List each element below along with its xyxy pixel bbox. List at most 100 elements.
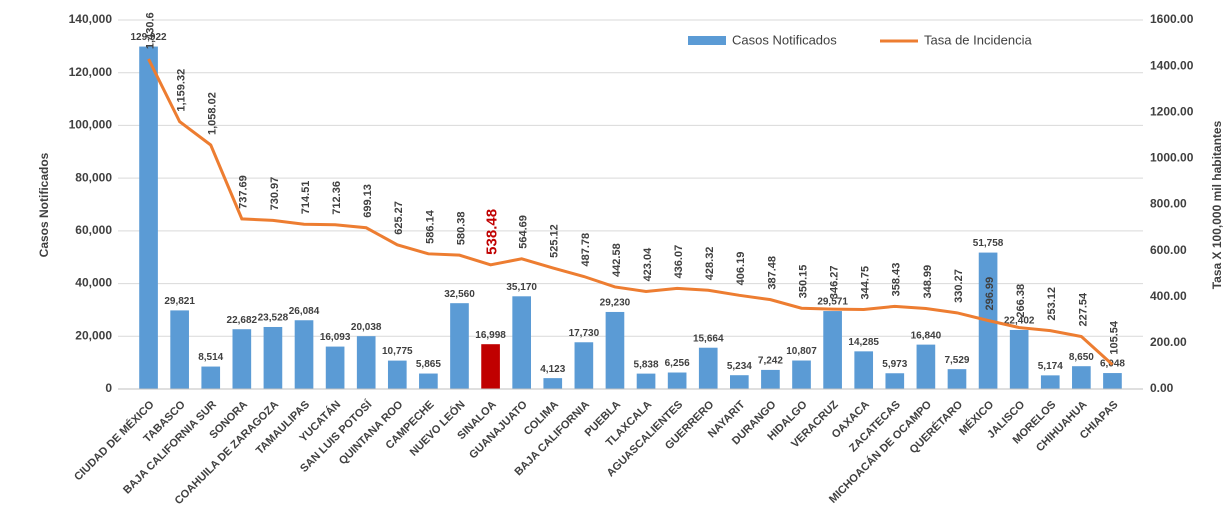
bar: [201, 366, 221, 389]
line-value-label: 344.75: [860, 266, 872, 300]
line-value-label: 699.13: [362, 184, 374, 218]
y-tick-label: 20,000: [75, 328, 112, 342]
bar-value-label: 35,170: [506, 282, 537, 293]
bar-value-label: 22,682: [227, 315, 258, 326]
bar-value-label: 10,775: [382, 346, 413, 357]
bar: [947, 369, 967, 389]
bar-value-label: 5,973: [882, 359, 907, 370]
bar-value-label: 29,230: [600, 298, 631, 309]
bar-value-label: 5,865: [416, 359, 441, 370]
bar: [636, 373, 656, 389]
line-value-label: 538.48: [484, 209, 501, 255]
bar: [419, 373, 438, 389]
y-tick-label: 120,000: [69, 65, 113, 79]
y2-axis-label: Tasa X 100,000 mil habitantes: [1210, 120, 1224, 289]
line-value-label: 227.54: [1077, 292, 1089, 327]
y2-tick-label: 200.00: [1150, 335, 1187, 349]
bar: [792, 360, 811, 389]
bar: [294, 320, 314, 389]
bar: [512, 296, 531, 389]
bar: [481, 344, 500, 389]
line-value-label: 442.58: [611, 243, 623, 277]
x-tick-label: NUEVO LEÓN: [407, 398, 468, 459]
bar: [263, 326, 283, 389]
bar-value-label: 5,174: [1038, 361, 1063, 372]
bar-value-label: 10,807: [786, 346, 817, 357]
line-value-label: 253.12: [1046, 287, 1058, 321]
bar: [325, 346, 345, 389]
y2-tick-label: 1000.00: [1150, 151, 1194, 165]
bar: [885, 373, 905, 389]
bar-value-label: 29,821: [164, 296, 195, 307]
y2-tick-label: 1600.00: [1150, 12, 1194, 26]
line-value-label: 525.12: [549, 224, 561, 258]
bar-value-label: 7,529: [944, 355, 969, 366]
bar: [1072, 366, 1091, 389]
line-value-label: 487.78: [580, 233, 592, 267]
bar-value-label: 15,664: [693, 333, 724, 344]
bar-value-label: 16,840: [911, 330, 942, 341]
y2-tick-label: 0.00: [1150, 381, 1174, 395]
bar-value-label: 129,922: [130, 32, 167, 43]
bar-value-label: 20,038: [351, 322, 382, 333]
bar: [761, 369, 780, 389]
legend-label: Casos Notificados: [732, 32, 837, 47]
y2-tick-label: 1200.00: [1150, 104, 1194, 118]
line-value-label: 348.99: [922, 265, 934, 299]
bar-value-label: 4,123: [540, 364, 565, 375]
bar-value-label: 51,758: [973, 238, 1004, 249]
line-value-label: 406.19: [735, 252, 747, 286]
line-value-label: 428.32: [704, 247, 716, 281]
bar: [916, 344, 936, 389]
bar-value-label: 17,730: [569, 328, 600, 339]
line-value-label: 586.14: [424, 209, 436, 244]
y-axis-label: Casos Notificados: [37, 152, 51, 257]
bar-value-label: 6,256: [665, 358, 690, 369]
line-value-label: 730.97: [269, 177, 281, 211]
line-value-label: 1,058.02: [207, 92, 219, 135]
y-tick-label: 100,000: [69, 118, 113, 132]
y2-tick-label: 1400.00: [1150, 58, 1194, 72]
line-value-label: 580.38: [455, 211, 467, 245]
x-tick-label: QUERÉTARO: [907, 398, 966, 457]
bar-value-label: 22,402: [1004, 316, 1035, 327]
bar: [1103, 373, 1122, 389]
bar: [698, 347, 718, 389]
line-value-label: 436.07: [673, 245, 685, 279]
line-value-label: 737.69: [238, 175, 250, 209]
bar-value-label: 16,998: [475, 330, 506, 341]
line-value-label: 423.04: [642, 247, 654, 282]
y2-tick-label: 600.00: [1150, 243, 1187, 257]
bar: [1040, 375, 1060, 389]
line-value-label: 712.36: [331, 181, 343, 215]
bar: [1009, 329, 1029, 389]
bar: [139, 46, 158, 389]
bar-value-label: 8,514: [198, 352, 223, 363]
bar: [574, 342, 594, 389]
bar-value-label: 23,528: [258, 313, 289, 324]
bar: [854, 351, 874, 389]
line-value-label: 564.69: [518, 215, 530, 249]
line-value-label: 105.54: [1108, 320, 1120, 355]
y2-tick-label: 800.00: [1150, 197, 1187, 211]
bar-value-label: 32,560: [444, 289, 475, 300]
bar: [605, 311, 625, 389]
bar-value-label: 7,242: [758, 356, 783, 367]
bar: [450, 303, 469, 389]
line-value-label: 387.48: [766, 256, 778, 290]
line-value-label: 296.99: [984, 277, 996, 311]
bar: [170, 310, 189, 389]
y-tick-label: 60,000: [75, 223, 112, 237]
line-value-label: 625.27: [393, 201, 405, 235]
line-value-label: 714.51: [300, 181, 312, 215]
y-tick-label: 0: [105, 381, 112, 395]
bar-value-label: 16,093: [320, 332, 351, 343]
bar-value-label: 5,234: [727, 361, 752, 372]
bar-value-label: 26,084: [289, 306, 320, 317]
line: [147, 58, 1114, 366]
line-value-label: 266.38: [1015, 284, 1027, 318]
y2-tick-label: 400.00: [1150, 289, 1187, 303]
y-tick-label: 140,000: [69, 12, 113, 26]
bar: [232, 329, 252, 389]
y-tick-label: 80,000: [75, 170, 112, 184]
